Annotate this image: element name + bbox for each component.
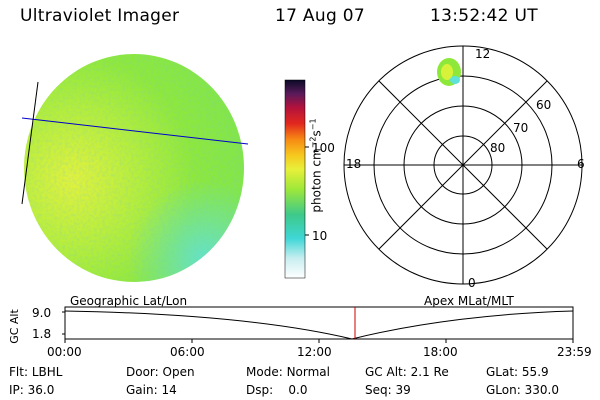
xtick-06: 06:00	[170, 345, 205, 359]
info-flt: Flt: LBHL	[9, 365, 63, 379]
limb-line	[21, 81, 39, 205]
xtick-12: 12:00	[297, 345, 332, 359]
info-glon: GLon: 330.0	[486, 383, 559, 397]
color-scale-bar	[284, 79, 309, 279]
info-gain: Gain: 14	[126, 383, 177, 397]
colorbar-tick-100: 100	[312, 141, 335, 155]
date-label: 17 Aug 07	[275, 6, 365, 26]
auroral-patch	[437, 58, 461, 86]
lat-label-60: 60	[536, 98, 552, 112]
info-gc-alt: GC Alt: 2.1 Re	[365, 365, 449, 379]
xtick-18: 18:00	[423, 345, 458, 359]
earth-disk	[24, 54, 244, 282]
mlt-label-18: 18	[346, 157, 362, 171]
info-ip: IP: 36.0	[9, 383, 55, 397]
info-glat: GLat: 55.9	[486, 365, 549, 379]
mlt-label-6: 6	[577, 157, 585, 171]
colorbar-tick-10: 10	[312, 229, 328, 243]
xtick-2359: 23:59	[557, 345, 592, 359]
mlt-label-0: 0	[468, 276, 476, 290]
info-mode: Mode: Normal	[246, 365, 330, 379]
info-dsp: Dsp: 0.0	[246, 383, 308, 397]
mlt-label-12: 12	[475, 47, 491, 61]
ytick-9: 9.0	[32, 306, 52, 320]
orbit-track-line	[21, 117, 249, 145]
gc-alt-axis-label: GC Alt	[7, 309, 21, 344]
ytick-1.8: 1.8	[32, 327, 52, 341]
xtick-00: 00:00	[47, 345, 82, 359]
colorbar-unit-label: photon cm−2s−1	[308, 118, 324, 213]
lat-label-80: 80	[490, 141, 506, 155]
info-seq: Seq: 39	[365, 383, 411, 397]
info-door: Door: Open	[126, 365, 195, 379]
apex-title: Apex MLat/MLT	[424, 294, 514, 308]
time-label: 13:52:42 UT	[430, 6, 538, 26]
altitude-curve	[64, 310, 574, 340]
instrument-title: Ultraviolet Imager	[20, 6, 180, 26]
geographic-title: Geographic Lat/Lon	[70, 294, 188, 308]
lat-label-70: 70	[513, 121, 529, 135]
